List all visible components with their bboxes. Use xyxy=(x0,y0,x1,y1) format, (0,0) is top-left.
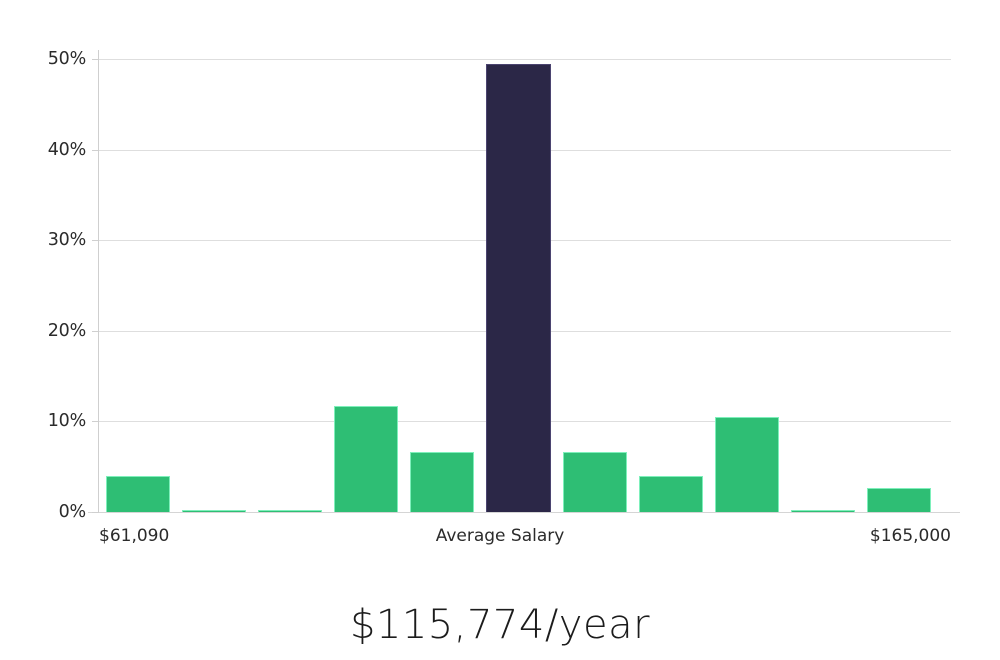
bar-highlight-average xyxy=(486,63,551,512)
y-tick-mark-10 xyxy=(92,421,99,423)
x-axis-center-label: Average Salary xyxy=(435,526,565,546)
y-tick-mark-20 xyxy=(92,330,99,332)
y-axis-tick-labels: 50% 40% 30% 20% 10% 0% xyxy=(0,0,99,660)
bar-1 xyxy=(106,475,171,512)
y-tick-label-10: 10% xyxy=(47,411,86,432)
bar-4 xyxy=(334,406,399,512)
y-tick-label-20: 20% xyxy=(47,320,86,341)
bar-8 xyxy=(638,475,703,512)
bar-10 xyxy=(790,510,855,512)
y-tick-mark-50 xyxy=(92,59,99,60)
x-axis-line xyxy=(88,512,960,513)
y-tick-label-40: 40% xyxy=(47,139,86,160)
bar-3 xyxy=(258,510,323,512)
bar-9 xyxy=(714,416,779,512)
y-tick-mark-0 xyxy=(92,512,99,513)
y-tick-mark-30 xyxy=(92,240,99,242)
y-axis-line xyxy=(98,50,99,513)
average-salary-caption: $115,774/year xyxy=(349,602,651,648)
y-tick-label-50: 50% xyxy=(47,49,86,69)
gridline-50 xyxy=(99,59,951,60)
y-tick-mark-40 xyxy=(92,149,99,151)
bar-7 xyxy=(562,452,627,512)
y-tick-label-30: 30% xyxy=(47,230,86,251)
bar-11 xyxy=(866,487,931,512)
bar-2 xyxy=(182,510,247,512)
y-tick-label-0: 0% xyxy=(58,502,87,522)
bar-5 xyxy=(410,452,475,512)
x-axis-min-label: $61,090 xyxy=(99,526,170,546)
x-axis-max-label: $165,000 xyxy=(869,526,951,546)
